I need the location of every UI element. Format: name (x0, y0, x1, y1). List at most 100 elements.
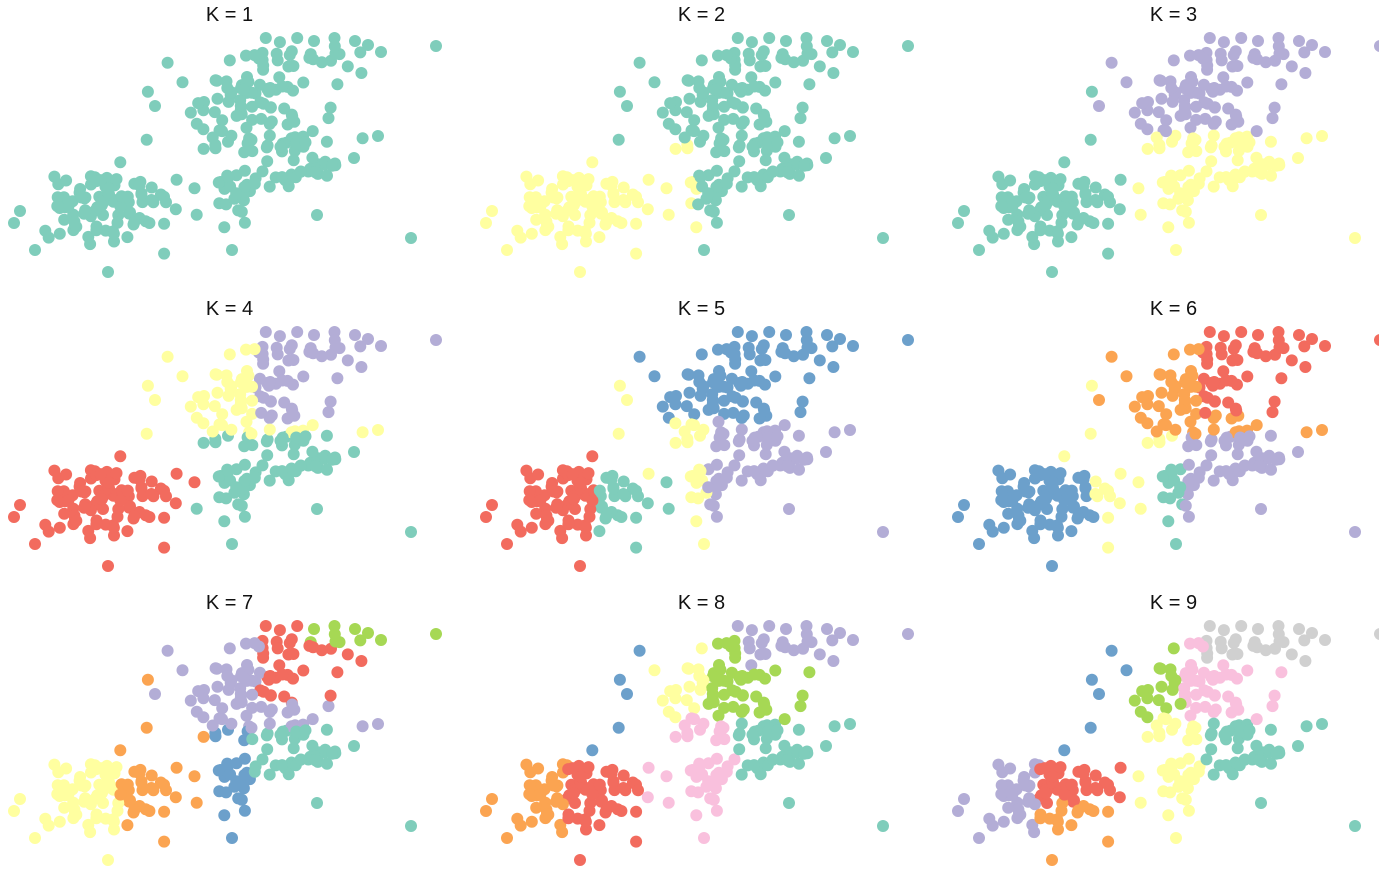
scatter-point (222, 683, 235, 696)
scatter-point (430, 40, 442, 52)
scatter-point (70, 220, 83, 233)
scatter-point (694, 759, 707, 771)
scatter-point (1002, 213, 1015, 226)
scatter-point (1264, 723, 1277, 736)
scatter-point (593, 778, 606, 791)
scatter-point (278, 690, 291, 703)
scatter-point (1046, 476, 1059, 489)
scatter-point (192, 97, 205, 110)
scatter-point (574, 182, 587, 195)
scatter-point (1072, 510, 1085, 523)
scatter-point (621, 100, 633, 112)
scatter-point (158, 217, 171, 230)
scatter-point (1204, 435, 1217, 448)
scatter-point (745, 36, 758, 49)
scatter-point (796, 395, 809, 408)
scatter-point (221, 82, 234, 94)
scatter-point (827, 361, 840, 373)
scatter-point (717, 721, 730, 734)
scatter-point (1068, 794, 1080, 807)
scatter-point (735, 670, 748, 683)
scatter-point (1167, 54, 1180, 67)
scatter-point (306, 419, 319, 432)
scatter-point (820, 152, 832, 164)
scatter-point (60, 762, 73, 775)
scatter-point (306, 739, 319, 752)
panel-k7: K = 7 (0, 588, 459, 878)
scatter-point (263, 129, 276, 142)
scatter-point (1217, 365, 1230, 378)
scatter-point (324, 101, 337, 114)
panel-title: K = 9 (1149, 592, 1198, 614)
scatter-point (261, 155, 274, 168)
scatter-point (306, 125, 319, 138)
scatter-point (140, 133, 153, 146)
scatter-point (1155, 680, 1168, 693)
scatter-point (135, 482, 148, 495)
scatter-point (792, 723, 805, 736)
scatter-point (1250, 713, 1263, 726)
scatter-point (586, 494, 599, 507)
scatter-point (1166, 759, 1179, 771)
scatter-point (717, 427, 730, 440)
scatter-point (1046, 770, 1059, 783)
scatter-point (778, 125, 791, 138)
scatter-point (1162, 515, 1175, 528)
scatter-point (1058, 450, 1071, 463)
scatter-point (237, 671, 250, 684)
scatter-point (680, 694, 693, 707)
scatter-point (783, 503, 795, 515)
scatter-point (145, 782, 158, 794)
scatter-point (780, 35, 792, 47)
scatter-point (834, 627, 846, 639)
scatter-point (750, 102, 763, 115)
scatter-point (562, 812, 575, 825)
scatter-point (1022, 501, 1035, 514)
scatter-point (821, 35, 833, 47)
scatter-point (1160, 419, 1172, 432)
scatter-point (1002, 801, 1015, 814)
scatter-point (53, 815, 66, 828)
scatter-point (1104, 196, 1116, 209)
scatter-point (550, 207, 563, 220)
scatter-point (480, 805, 492, 817)
scatter-point (246, 100, 259, 113)
scatter-point (793, 463, 805, 476)
scatter-point (306, 713, 319, 726)
scatter-point (273, 624, 286, 637)
scatter-point (1156, 176, 1169, 189)
scatter-point (264, 689, 277, 702)
scatter-point (8, 217, 20, 229)
scatter-point (1207, 768, 1220, 781)
scatter-point (731, 620, 744, 632)
scatter-point (683, 386, 696, 399)
scatter-point (745, 71, 758, 84)
scatter-point (1243, 724, 1256, 737)
scatter-point (798, 159, 810, 172)
scatter-point (727, 700, 740, 713)
scatter-point (430, 628, 442, 640)
scatter-point (794, 700, 807, 713)
scatter-point (297, 76, 310, 89)
scatter-point (1243, 430, 1256, 443)
scatter-point (322, 700, 335, 713)
scatter-point (596, 206, 608, 219)
scatter-point (102, 854, 114, 866)
scatter-point (702, 775, 715, 788)
scatter-point (586, 744, 599, 757)
scatter-point (111, 216, 124, 229)
scatter-point (256, 459, 269, 472)
scatter-point (746, 728, 759, 741)
scatter-point (8, 805, 20, 817)
scatter-point (308, 623, 320, 635)
scatter-point (688, 419, 700, 432)
scatter-point (612, 133, 625, 146)
scatter-point (1038, 762, 1051, 775)
panel-title: K = 7 (205, 592, 254, 614)
scatter-point (1217, 36, 1230, 49)
scatter-point (216, 408, 229, 421)
scatter-point (718, 145, 731, 158)
scatter-point (995, 200, 1008, 213)
scatter-point (523, 494, 536, 507)
scatter-point (952, 217, 964, 229)
